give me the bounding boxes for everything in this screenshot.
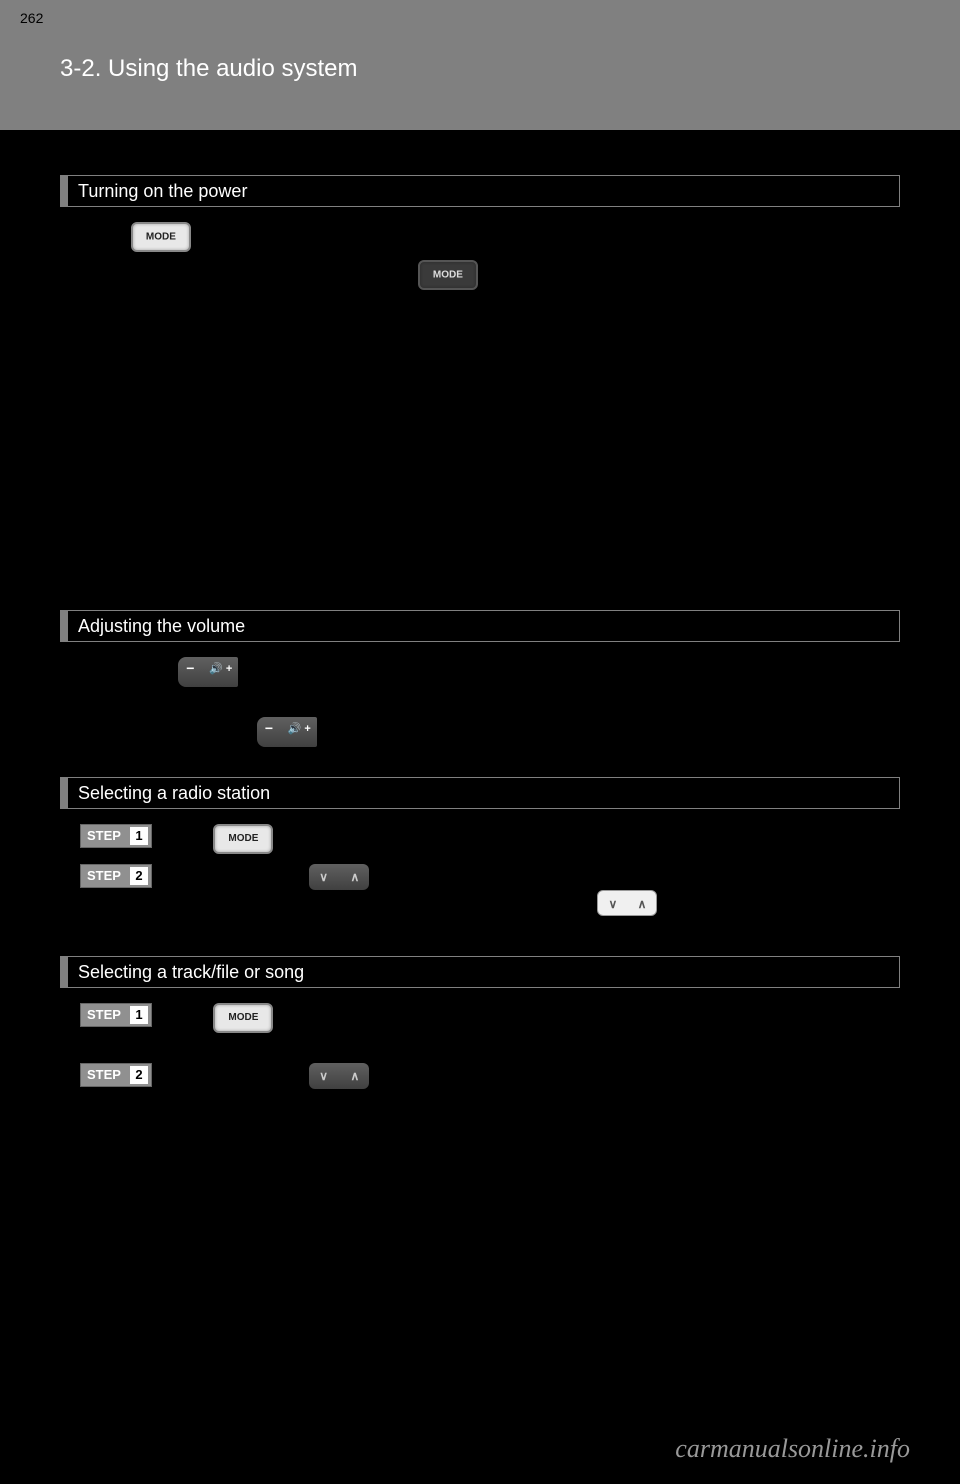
section-power: Turning on the power Press when the audi… [60, 175, 900, 290]
section-title: Selecting a radio station [78, 783, 270, 804]
page-content: Turning on the power Press when the audi… [0, 130, 960, 1089]
section-title: Turning on the power [78, 181, 247, 202]
section-title: Adjusting the volume [78, 616, 245, 637]
step-content: Press to select the radio mode. [162, 824, 880, 854]
step-number: 2 [130, 1066, 148, 1084]
text: Press [162, 1009, 203, 1026]
page-number: 262 [20, 10, 43, 26]
text: when the audio system is turned off. [201, 228, 457, 246]
text: To scan for receivable stations, press a… [162, 894, 587, 911]
volume-line1: Press "+" on to increase the volume and … [60, 657, 900, 687]
radio-step2: STEP 2 Press "∧" or "∨" on to select a r… [60, 864, 900, 916]
step-content: Press to select CD, Bluetooth® Audio, US… [162, 1003, 880, 1033]
mode-button-icon [213, 1003, 273, 1033]
track-step2: STEP 2 Press "∧" or "∨" on to select the… [60, 1063, 900, 1089]
volume-button-icon [178, 657, 238, 687]
seek-button-icon [597, 890, 657, 916]
step-label: STEP [87, 868, 121, 883]
text: to increase the volume and "−" to decrea… [248, 663, 640, 681]
text: to continue increasing or decreasing the… [327, 723, 671, 741]
watermark: carmanualsonline.info [675, 1434, 910, 1464]
section-header-volume: Adjusting the volume [60, 610, 900, 642]
section-source [60, 320, 900, 580]
step-number: 2 [130, 867, 148, 885]
section-track: Selecting a track/file or song STEP 1 Pr… [60, 956, 900, 1089]
text: to select the desired track/file or song… [380, 1067, 649, 1084]
text: Press "∧" or "∨" on [162, 1067, 299, 1084]
step-content: Press "∧" or "∨" on to select the desire… [162, 1063, 880, 1089]
section-radio: Selecting a radio station STEP 1 Press t… [60, 777, 900, 916]
section-header-track: Selecting a track/file or song [60, 956, 900, 988]
power-line2: The audio system can be turned off by ho… [60, 260, 900, 290]
step-number: 1 [130, 827, 148, 845]
text: Press "∧" or "∨" on [162, 868, 299, 885]
section-header-radio: Selecting a radio station [60, 777, 900, 809]
seek-button-icon [309, 1063, 369, 1089]
step-badge: STEP 2 [80, 864, 152, 888]
text: The audio system can be turned off by ho… [80, 266, 408, 284]
text: Press [162, 830, 203, 847]
text: Hold down "+" or "−" on [80, 723, 247, 741]
power-line1: Press when the audio system is turned of… [60, 222, 900, 252]
text: until you hear a beep. [488, 266, 642, 284]
header-section-text: 3-2. Using the audio system [60, 55, 960, 83]
text: until you hear a beep. [668, 894, 822, 911]
volume-line2: Hold down "+" or "−" on to continue incr… [60, 717, 900, 747]
radio-step1: STEP 1 Press to select the radio mode. [60, 824, 900, 854]
volume-button-icon [257, 717, 317, 747]
step-label: STEP [87, 1007, 121, 1022]
seek-button-icon [309, 864, 369, 890]
text: Press "+" on [80, 663, 168, 681]
section-header-power: Turning on the power [60, 175, 900, 207]
text: Press [80, 228, 121, 246]
step-badge: STEP 2 [80, 1063, 152, 1087]
mode-button-icon [131, 222, 191, 252]
text: to select the radio mode. [284, 830, 459, 847]
page-header: 3-2. Using the audio system [0, 0, 960, 130]
step-badge: STEP 1 [80, 824, 152, 848]
step-label: STEP [87, 828, 121, 843]
mode-button-icon [213, 824, 273, 854]
section-volume: Adjusting the volume Press "+" on to inc… [60, 610, 900, 747]
text: to select a radio station. [380, 868, 549, 885]
step-number: 1 [130, 1006, 148, 1024]
mode-button-icon [418, 260, 478, 290]
step-badge: STEP 1 [80, 1003, 152, 1027]
step-content: Press "∧" or "∨" on to select a radio st… [162, 864, 880, 916]
section-title: Selecting a track/file or song [78, 962, 304, 983]
text: to select CD, Bluetooth® Audio, USB or i… [284, 1009, 650, 1026]
track-step1: STEP 1 Press to select CD, Bluetooth® Au… [60, 1003, 900, 1033]
step-label: STEP [87, 1067, 121, 1082]
